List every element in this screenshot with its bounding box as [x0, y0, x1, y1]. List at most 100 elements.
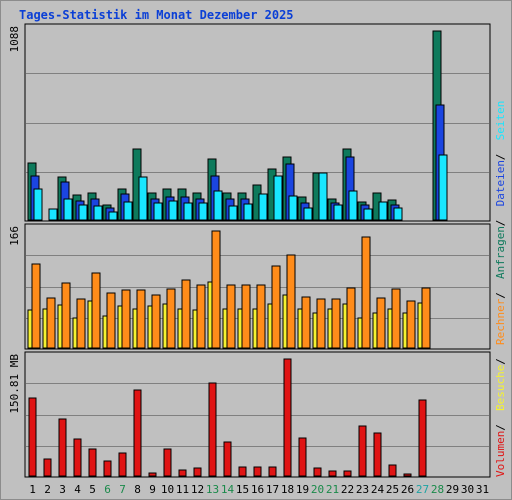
- bar-volumen-day-17: [268, 466, 277, 477]
- bar-volumen-day-13: [208, 382, 217, 477]
- x-tick-day-18: 18: [281, 483, 294, 496]
- bar-seiten-day-8: [138, 176, 148, 221]
- x-tick-day-8: 8: [134, 483, 141, 496]
- x-tick-day-17: 17: [266, 483, 279, 496]
- x-tick-day-16: 16: [251, 483, 264, 496]
- legend-dateien: Dateien: [494, 160, 507, 206]
- bar-volumen-day-27: [418, 399, 427, 477]
- bar-volumen-day-3: [58, 418, 67, 477]
- bar-seiten-day-7: [123, 201, 133, 221]
- bar-seiten-day-13: [213, 190, 223, 221]
- bar-seiten-day-3: [63, 198, 73, 221]
- x-tick-day-31: 31: [476, 483, 489, 496]
- bar-seiten-day-20: [318, 172, 328, 221]
- x-tick-day-25: 25: [386, 483, 399, 496]
- bar-volumen-day-21: [328, 470, 337, 477]
- x-tick-day-10: 10: [161, 483, 174, 496]
- bar-seiten-day-12: [198, 202, 208, 221]
- bar-rechner-day-20: [316, 298, 326, 349]
- x-tick-day-2: 2: [44, 483, 51, 496]
- page-title: Tages-Statistik im Monat Dezember 2025: [19, 8, 294, 22]
- bar-volumen-day-14: [223, 441, 232, 477]
- bar-rechner-day-1: [31, 263, 41, 349]
- legend-separator: /: [494, 154, 507, 161]
- bar-rechner-day-8: [136, 289, 146, 349]
- bar-rechner-day-23: [361, 236, 371, 349]
- bar-rechner-day-22: [346, 287, 356, 349]
- bar-volumen-day-7: [118, 452, 127, 477]
- bar-seiten-day-10: [168, 200, 178, 221]
- bar-seiten-day-14: [228, 205, 238, 221]
- x-tick-day-23: 23: [356, 483, 369, 496]
- bar-rechner-day-15: [241, 284, 251, 349]
- x-tick-day-15: 15: [236, 483, 249, 496]
- x-tick-day-26: 26: [401, 483, 414, 496]
- panel-2-max-label: 166: [8, 226, 21, 246]
- bar-seiten-day-22: [348, 190, 358, 221]
- bar-rechner-day-16: [256, 284, 266, 349]
- bar-seiten-day-2: [48, 208, 58, 221]
- bar-seiten-day-6: [108, 211, 118, 221]
- bar-volumen-day-12: [193, 467, 202, 477]
- bar-rechner-day-27: [421, 287, 431, 349]
- legend-volumen: Volumen: [494, 431, 507, 477]
- x-tick-day-29: 29: [446, 483, 459, 496]
- bar-volumen-day-26: [403, 473, 412, 477]
- x-tick-day-21: 21: [326, 483, 339, 496]
- bar-rechner-day-2: [46, 297, 56, 349]
- x-tick-day-27: 27: [416, 483, 429, 496]
- x-tick-day-7: 7: [119, 483, 126, 496]
- bar-rechner-day-4: [76, 298, 86, 349]
- bar-rechner-day-12: [196, 284, 206, 349]
- chart-panels: [24, 23, 491, 478]
- x-tick-day-4: 4: [74, 483, 81, 496]
- bar-rechner-day-10: [166, 288, 176, 349]
- legend-rechner: Rechner: [494, 298, 507, 345]
- bar-volumen-day-20: [313, 467, 322, 477]
- bar-rechner-day-3: [61, 282, 71, 349]
- x-tick-day-6: 6: [104, 483, 111, 496]
- legend-seiten: Seiten: [494, 101, 507, 141]
- bar-seiten-day-1: [33, 188, 43, 221]
- bar-rechner-day-5: [91, 272, 101, 349]
- x-tick-day-5: 5: [89, 483, 96, 496]
- bar-volumen-day-18: [283, 358, 292, 477]
- bar-seiten-day-15: [243, 203, 253, 221]
- x-tick-day-13: 13: [206, 483, 219, 496]
- x-tick-day-1: 1: [29, 483, 36, 496]
- bar-seiten-day-17: [273, 175, 283, 221]
- bar-seiten-day-9: [153, 202, 163, 221]
- bar-rechner-day-9: [151, 294, 161, 349]
- bar-rechner-day-24: [376, 297, 386, 349]
- bar-rechner-day-25: [391, 288, 401, 349]
- bar-rechner-day-6: [106, 292, 116, 349]
- chart-bars: [27, 30, 448, 477]
- x-tick-day-22: 22: [341, 483, 354, 496]
- legend-separator: /: [494, 358, 507, 365]
- bar-volumen-day-25: [388, 464, 397, 477]
- bar-volumen-day-5: [88, 448, 97, 477]
- x-tick-day-19: 19: [296, 483, 309, 496]
- x-tick-day-3: 3: [59, 483, 66, 496]
- bar-volumen-day-1: [28, 397, 37, 477]
- bar-volumen-day-9: [148, 472, 157, 477]
- bar-volumen-day-22: [343, 470, 352, 477]
- bar-seiten-day-25: [393, 207, 403, 221]
- bar-volumen-day-2: [43, 458, 52, 477]
- x-tick-day-9: 9: [149, 483, 156, 496]
- bar-volumen-day-19: [298, 437, 307, 477]
- bar-seiten-day-19: [303, 207, 313, 221]
- bar-rechner-day-18: [286, 254, 296, 349]
- bar-volumen-day-24: [373, 432, 382, 477]
- panel-1-max-label: 1088: [8, 26, 21, 53]
- x-tick-day-12: 12: [191, 483, 204, 496]
- x-tick-day-11: 11: [176, 483, 189, 496]
- bar-volumen-day-23: [358, 425, 367, 477]
- legend-separator: /: [494, 220, 507, 227]
- bar-rechner-day-17: [271, 265, 281, 349]
- bar-rechner-day-7: [121, 289, 131, 349]
- bar-volumen-day-8: [133, 389, 142, 477]
- bar-volumen-day-6: [103, 460, 112, 477]
